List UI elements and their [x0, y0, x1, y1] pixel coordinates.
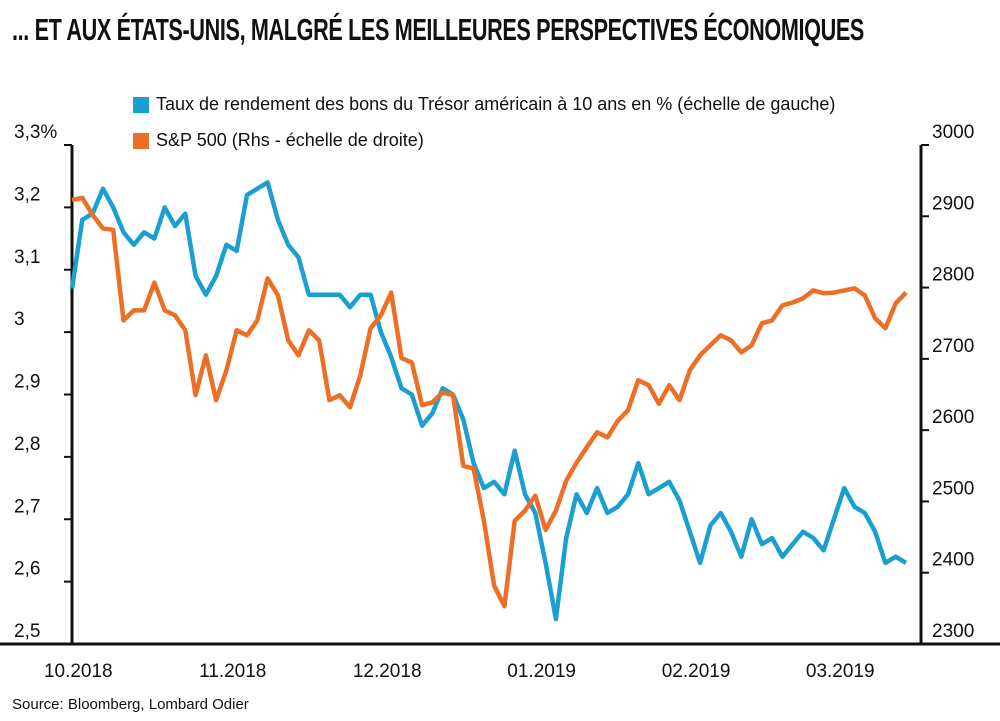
y2-tick-label: 2700	[932, 336, 974, 357]
y-tick-label: 2,6	[14, 559, 40, 580]
chart-title: ... ET AUX ÉTATS-UNIS, MALGRÉ LES MEILLE…	[12, 12, 864, 47]
x-tick-label: 10.2018	[44, 661, 113, 682]
y2-tick-label: 2500	[932, 478, 974, 499]
y-tick-label: 3,2	[14, 184, 40, 205]
y2-tick-label: 2900	[932, 193, 974, 214]
x-tick-label: 02.2019	[662, 661, 731, 682]
x-tick-label: 11.2018	[199, 661, 266, 682]
series-line	[71, 195, 908, 609]
y-tick-label: 3,1	[14, 247, 40, 268]
legend-swatch	[133, 133, 149, 149]
y2-tick-label: 3000	[932, 122, 974, 143]
legend-swatch	[133, 97, 149, 113]
y2-tick-label: 2400	[932, 550, 974, 571]
x-tick-label: 03.2019	[806, 661, 875, 682]
legend-label: S&P 500 (Rhs - échelle de droite)	[156, 130, 424, 150]
y-tick-label: 2,8	[14, 434, 40, 455]
y-tick-label: 3	[14, 309, 25, 330]
x-tick-label: 12.2018	[353, 661, 422, 682]
y-tick-label: 3,3%	[14, 122, 57, 143]
y-tick-label: 2,5	[14, 621, 40, 642]
legend-label: Taux de rendement des bons du Trésor amé…	[156, 94, 835, 114]
series-line	[69, 180, 908, 622]
x-tick-label: 01.2019	[507, 661, 576, 682]
y-tick-label: 2,7	[14, 496, 40, 517]
y2-tick-label: 2300	[932, 621, 974, 642]
source: Source: Bloomberg, Lombard Odier	[12, 696, 249, 713]
y2-tick-label: 2600	[932, 407, 974, 428]
y2-tick-label: 2800	[932, 265, 974, 286]
y-tick-label: 2,9	[14, 372, 40, 393]
